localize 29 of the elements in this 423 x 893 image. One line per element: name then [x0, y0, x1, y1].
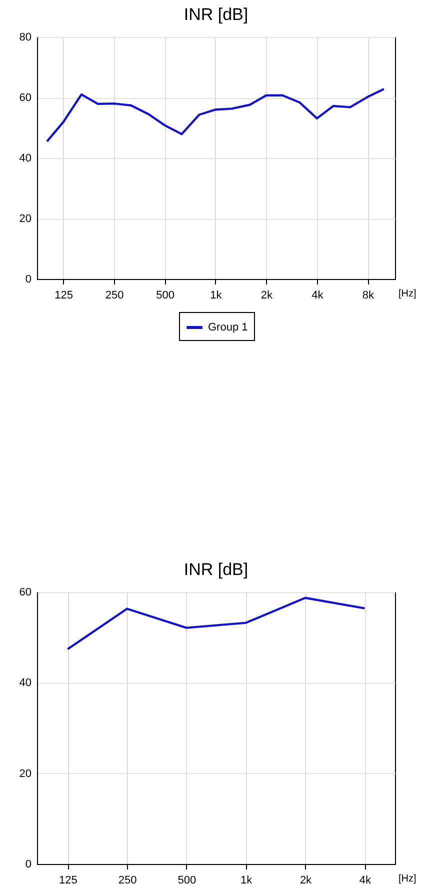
x-tick-label: 125	[58, 874, 78, 886]
x-tick-label: 4k	[359, 874, 372, 886]
x-axis-title: [Hz]	[398, 288, 416, 300]
y-tick-label: 0	[25, 274, 32, 286]
x-tick-label: 500	[156, 290, 174, 302]
y-tick-label: 60	[19, 586, 32, 598]
y-tick-label: 20	[19, 768, 32, 780]
legend-label: Group 1	[208, 322, 248, 334]
y-tick-label: 40	[19, 152, 32, 164]
x-tick-label: 1k	[240, 874, 253, 886]
line-series	[46, 88, 386, 142]
x-tick-label: 2k	[260, 290, 274, 302]
y-tick-label: 0	[25, 858, 32, 870]
x-tick-label: 2k	[300, 874, 312, 886]
chart-title: INR [dB]	[184, 5, 248, 24]
x-tick-label: 1k	[210, 290, 222, 302]
line-series	[66, 596, 366, 650]
chart-title: INR [dB]	[184, 560, 248, 579]
y-tick-label: 60	[19, 92, 32, 104]
x-tick-label: 125	[54, 290, 74, 302]
x-tick-label: 8k	[362, 290, 374, 302]
x-tick-label: 250	[105, 290, 124, 302]
y-tick-label: 20	[19, 213, 32, 225]
x-axis-title: [Hz]	[398, 874, 416, 884]
x-tick-label: 500	[178, 874, 196, 886]
x-tick-label: 4k	[312, 290, 324, 302]
y-tick-label: 80	[19, 32, 32, 44]
x-tick-label: 250	[118, 874, 137, 886]
y-tick-label: 40	[19, 677, 32, 690]
